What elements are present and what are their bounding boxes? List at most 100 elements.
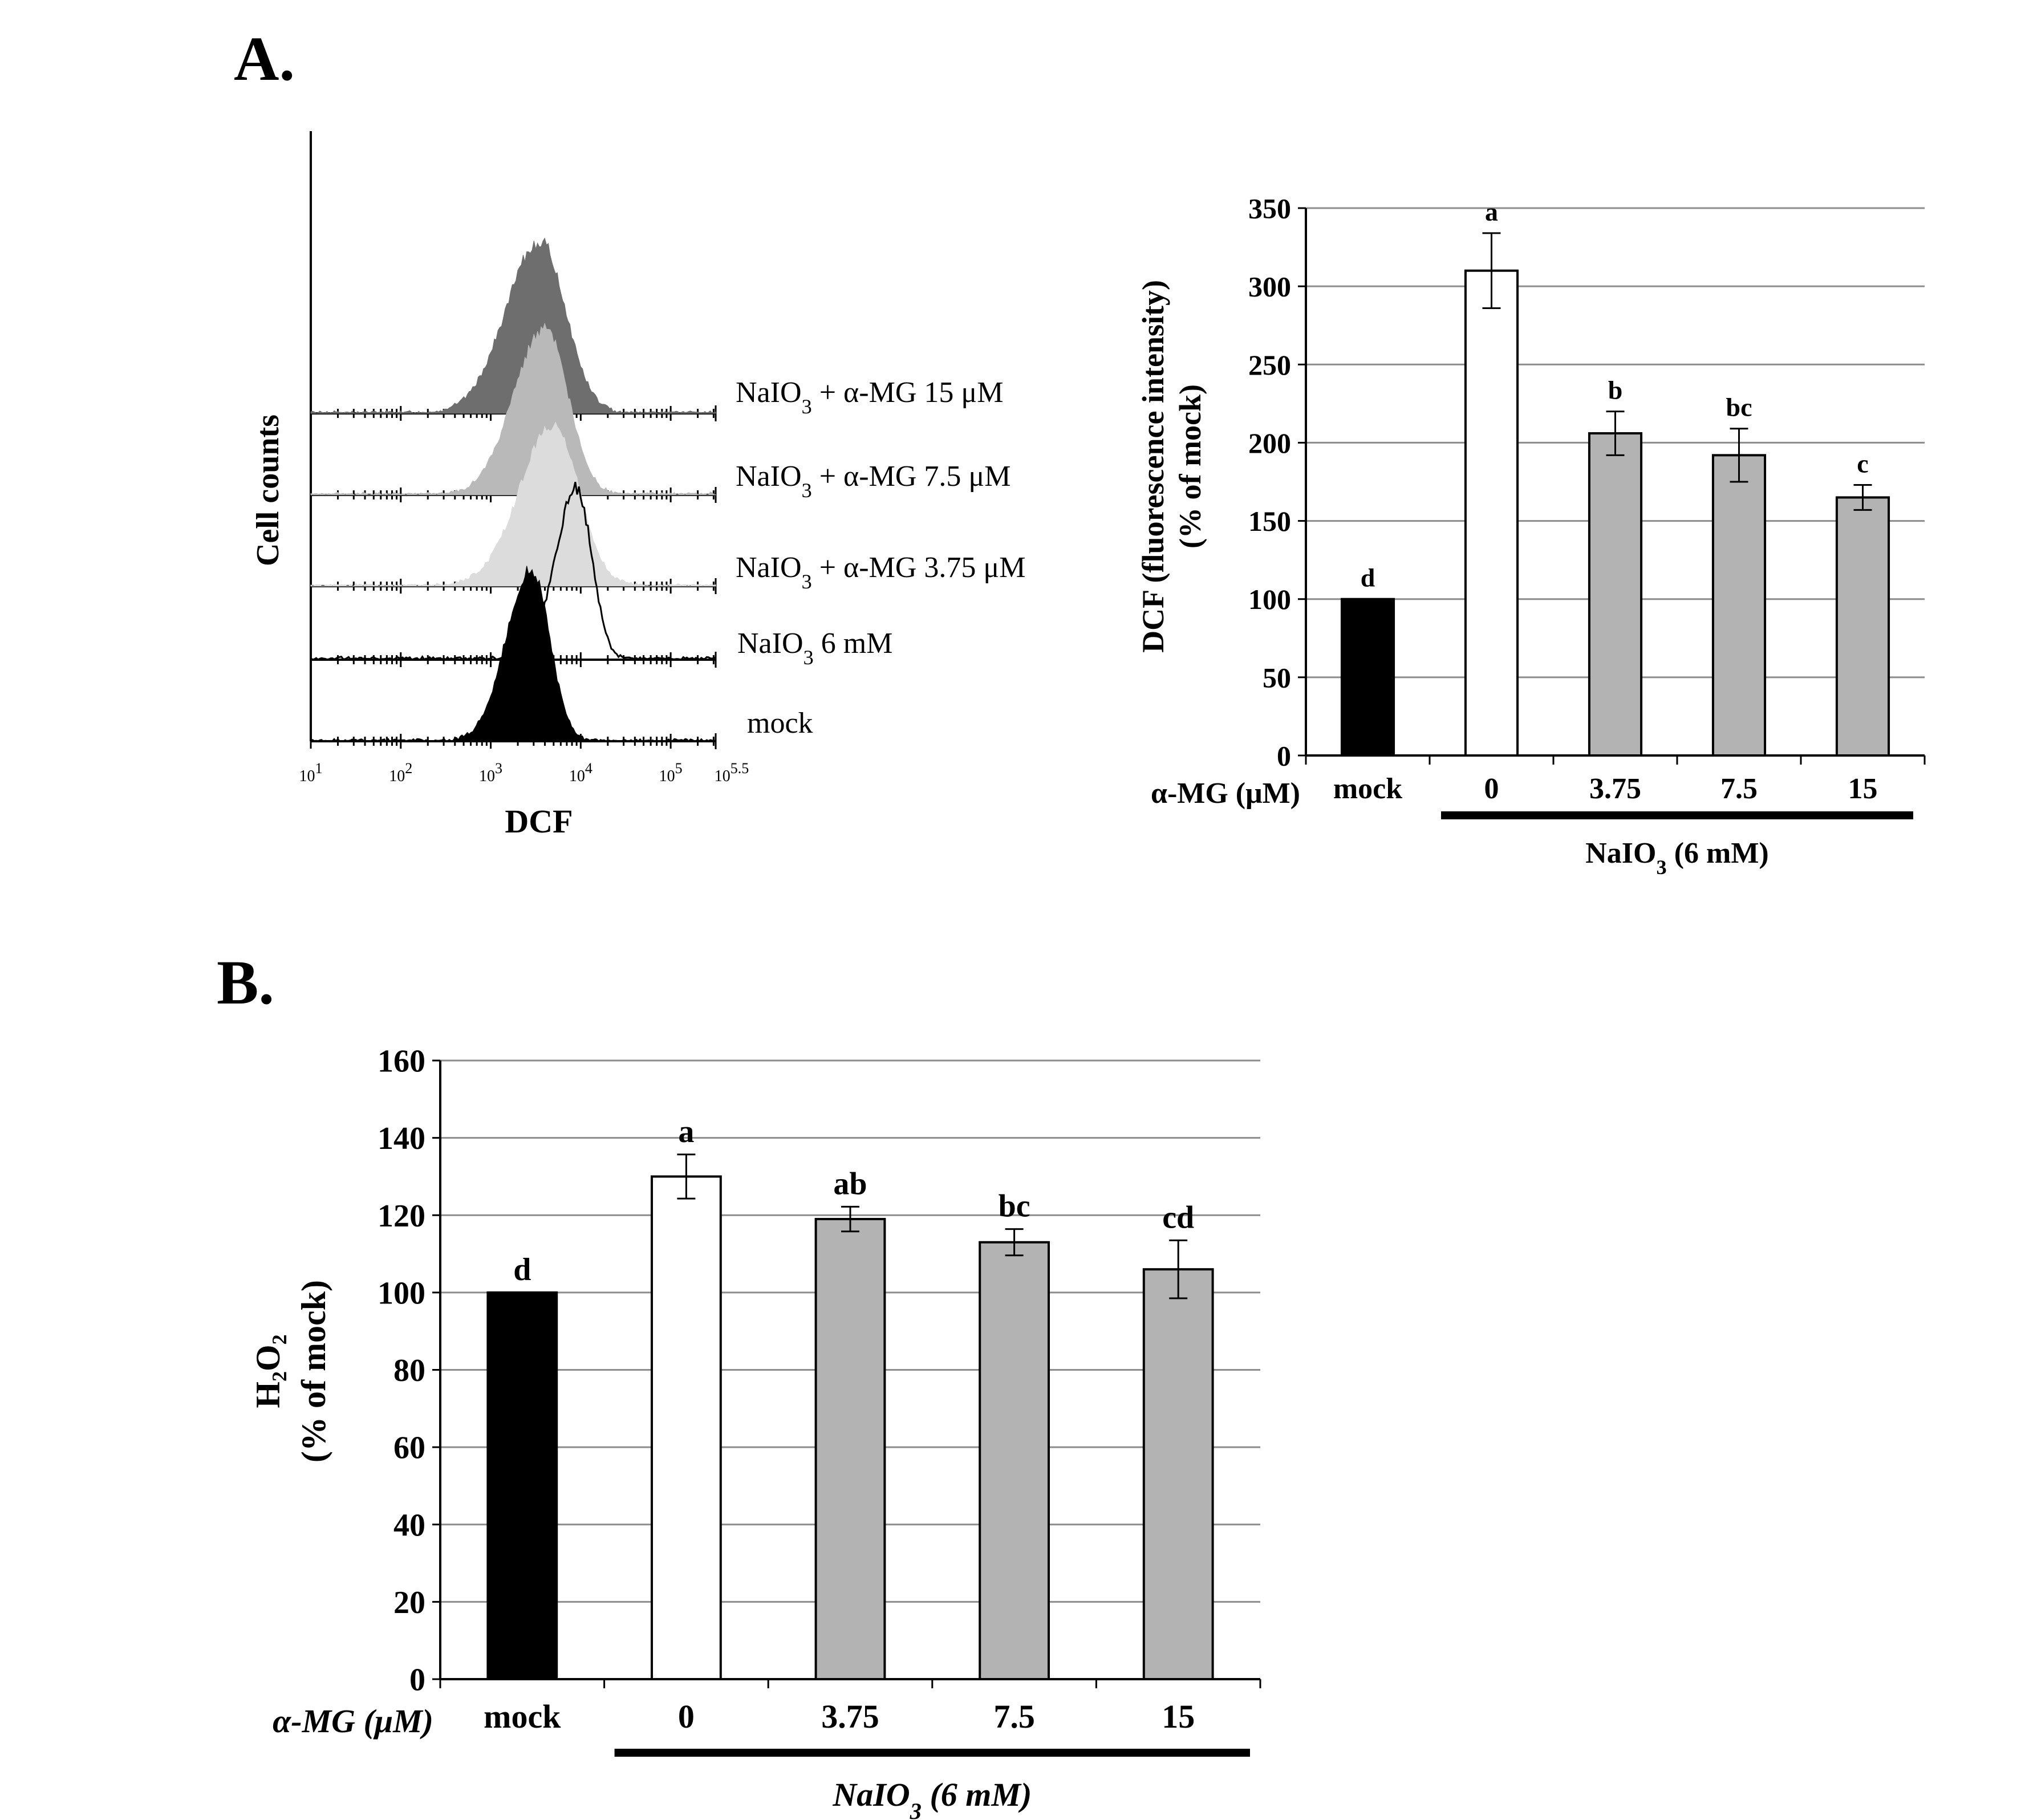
group-label-sub: 3: [1657, 856, 1667, 879]
histogram-trace-label: NaIO3 + α-MG 7.5 μM: [736, 460, 1011, 502]
histogram-log-tick-base: 10: [299, 767, 315, 785]
histogram-log-tick-base: 10: [659, 767, 675, 785]
histogram-log-tick-label: 103: [479, 760, 502, 786]
significance-letter: c: [1857, 449, 1868, 478]
histogram-trace-label-base: NaIO: [736, 551, 802, 584]
histogram-trace: [310, 237, 716, 414]
histogram-log-tick-base: 10: [389, 767, 405, 785]
group-label: NaIO3 (6 mM): [832, 1776, 1032, 1820]
significance-letter: bc: [1726, 393, 1752, 422]
category-label: 3.75: [1589, 773, 1641, 805]
histogram-trace-label-sub: 3: [802, 479, 812, 502]
x-axis-prefix-label: α-MG (μM): [1151, 777, 1300, 810]
significance-letter: b: [1608, 376, 1623, 405]
panel-a-label: A.: [234, 24, 295, 94]
histogram-trace: [310, 481, 717, 661]
histogram-log-tick-base: 10: [715, 767, 731, 785]
histogram-traces: [310, 237, 717, 742]
histogram-trace-label-base: NaIO: [736, 376, 802, 409]
histogram-xlabel: DCF: [505, 803, 573, 840]
histogram-trace-label-rest: + α-MG 7.5 μM: [812, 460, 1011, 493]
y-tick-label: 100: [1248, 583, 1291, 615]
group-bracket: [614, 1749, 1250, 1757]
chart-b-plot: 0 20 40 60 80 100 120 140 160 d mock a 0 ab 3.75 bc 7.5 c…: [273, 1044, 1261, 1820]
histogram-log-tick-exp: 1: [315, 760, 323, 777]
histogram-trace-label-base: NaIO: [737, 627, 803, 660]
category-label: 7.5: [993, 1698, 1035, 1735]
y-tick-label: 250: [1248, 349, 1291, 381]
significance-letter: a: [678, 1114, 694, 1149]
category-label: 15: [1162, 1698, 1195, 1735]
category-label: 3.75: [821, 1698, 879, 1735]
y-tick-label: 140: [378, 1121, 425, 1156]
y-tick-label: 40: [393, 1508, 425, 1543]
group-label-sub: 3: [910, 1798, 922, 1820]
histogram-log-ticks: 101 102 103 104 105 105.5: [299, 760, 749, 786]
histogram-trace-label-rest: + α-MG 3.75 μM: [812, 551, 1026, 584]
histogram-trace-label-base: NaIO: [736, 460, 802, 493]
category-label: 7.5: [1720, 773, 1758, 805]
histogram-log-tick-label: 105.5: [715, 760, 749, 786]
chart-b-ylabel-line1: H₂O₂: [249, 1334, 287, 1408]
histogram-log-tick-base: 10: [479, 767, 495, 785]
group-label: NaIO3 (6 mM): [1585, 837, 1768, 879]
histogram-trace: [310, 421, 716, 587]
histogram-trace: [310, 322, 716, 495]
bar: [1464, 269, 1519, 757]
y-tick-label: 300: [1248, 271, 1291, 303]
histogram-trace-label: NaIO3 + α-MG 3.75 μM: [736, 551, 1026, 593]
bar: [651, 1175, 722, 1680]
chart-a-plot: 0 50 100 150 200 250 300 350 d mock a 0 b 3.75 bc 7.5 c 1…: [1151, 193, 1926, 879]
bar-chart-h2o2: H₂O₂ (% of mock) 0 20 40 60 80 100 120 140 160 d m…: [249, 1044, 1261, 1820]
bar: [979, 1241, 1050, 1680]
group-label-rest: (6 mM): [1667, 837, 1769, 870]
histogram-log-tick-label: 101: [299, 760, 323, 786]
y-tick-label: 20: [393, 1585, 425, 1620]
y-tick-label: 100: [378, 1275, 425, 1311]
y-tick-label: 120: [378, 1199, 425, 1234]
histogram-trace-label-rest: 6 mM: [814, 627, 893, 660]
group-label-rest: (6 mM): [922, 1776, 1032, 1813]
y-tick-label: 50: [1263, 661, 1291, 693]
histogram-trace-label-sub: 3: [802, 395, 812, 418]
significance-letter: bc: [999, 1189, 1030, 1224]
y-tick-label: 350: [1248, 193, 1291, 225]
category-label: 0: [678, 1698, 695, 1735]
significance-letter: d: [1361, 563, 1375, 592]
histogram-trace-label: NaIO3 + α-MG 15 μM: [736, 376, 1004, 418]
histogram-log-tick-exp: 5: [675, 760, 683, 777]
significance-letter: ab: [833, 1166, 867, 1201]
histogram-trace-label-sub: 3: [802, 570, 812, 593]
histogram-log-tick-base: 10: [569, 767, 585, 785]
category-label: 15: [1848, 773, 1878, 805]
bar-chart-dcf: DCF (fluorescence intensity) (% of mock)…: [1136, 193, 1926, 879]
histogram-trace-label: mock: [747, 707, 813, 740]
group-bracket: [1441, 811, 1913, 819]
histogram-trace: [310, 566, 716, 742]
histogram-log-tick-label: 105: [659, 760, 683, 786]
y-tick-label: 0: [409, 1663, 425, 1698]
y-tick-label: 150: [1248, 505, 1291, 537]
group-label-base: NaIO: [832, 1776, 910, 1813]
bar: [814, 1218, 886, 1680]
bar: [1588, 432, 1643, 757]
bar: [1340, 598, 1395, 757]
bar: [1142, 1268, 1214, 1680]
bar: [1711, 454, 1767, 757]
histogram-trace-label: NaIO3 6 mM: [737, 627, 892, 669]
category-label: mock: [484, 1698, 561, 1735]
category-label: mock: [1333, 773, 1402, 805]
histogram-log-tick-exp: 3: [495, 760, 502, 777]
chart-b-ylabel-line2: (% of mock): [295, 1280, 332, 1462]
histogram-log-tick-label: 104: [569, 760, 592, 786]
panel-b-label: B.: [217, 948, 274, 1017]
significance-letter: d: [513, 1252, 531, 1287]
x-axis-prefix-label: α-MG (μM): [273, 1703, 433, 1740]
histogram-trace-label-sub: 3: [803, 646, 814, 669]
histogram-log-tick-label: 102: [389, 760, 412, 786]
y-tick-label: 60: [393, 1431, 425, 1466]
y-tick-label: 0: [1277, 740, 1291, 772]
bar: [486, 1291, 558, 1680]
